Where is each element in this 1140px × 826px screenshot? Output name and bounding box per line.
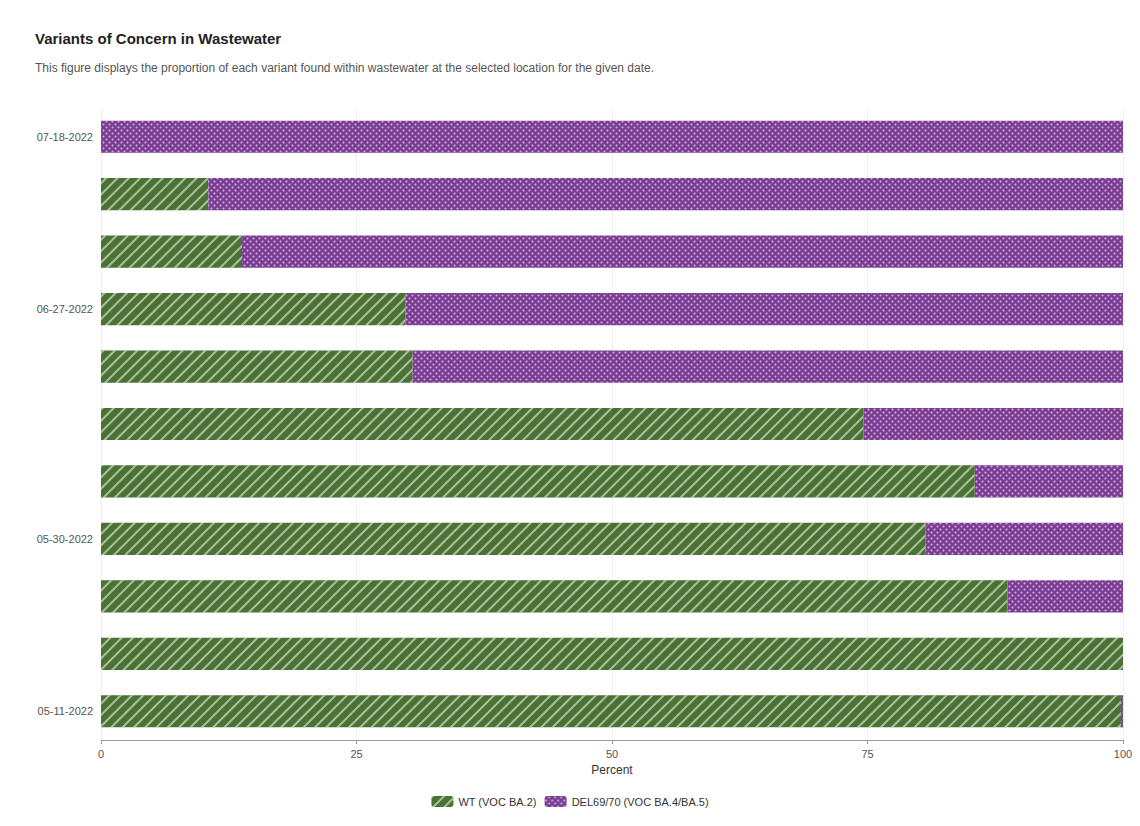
svg-text:05-11-2022: 05-11-2022 (38, 705, 93, 717)
svg-text:50: 50 (606, 748, 618, 760)
svg-text:75: 75 (861, 748, 873, 760)
svg-text:0: 0 (98, 748, 104, 760)
svg-text:25: 25 (350, 748, 362, 760)
svg-text:Percent: Percent (591, 763, 633, 777)
svg-text:DEL69/70 (VOC BA.4/BA.5): DEL69/70 (VOC BA.4/BA.5) (572, 796, 709, 808)
svg-text:100: 100 (1114, 748, 1132, 760)
svg-text:05-30-2022: 05-30-2022 (37, 533, 93, 545)
svg-text:06-27-2022: 06-27-2022 (37, 303, 93, 315)
svg-text:Variants of Concern in Wastewa: Variants of Concern in Wastewater (35, 30, 281, 47)
svg-text:WT (VOC BA.2): WT (VOC BA.2) (458, 796, 536, 808)
svg-text:07-18-2022: 07-18-2022 (37, 131, 93, 143)
svg-text:This figure displays the propo: This figure displays the proportion of e… (35, 61, 654, 75)
